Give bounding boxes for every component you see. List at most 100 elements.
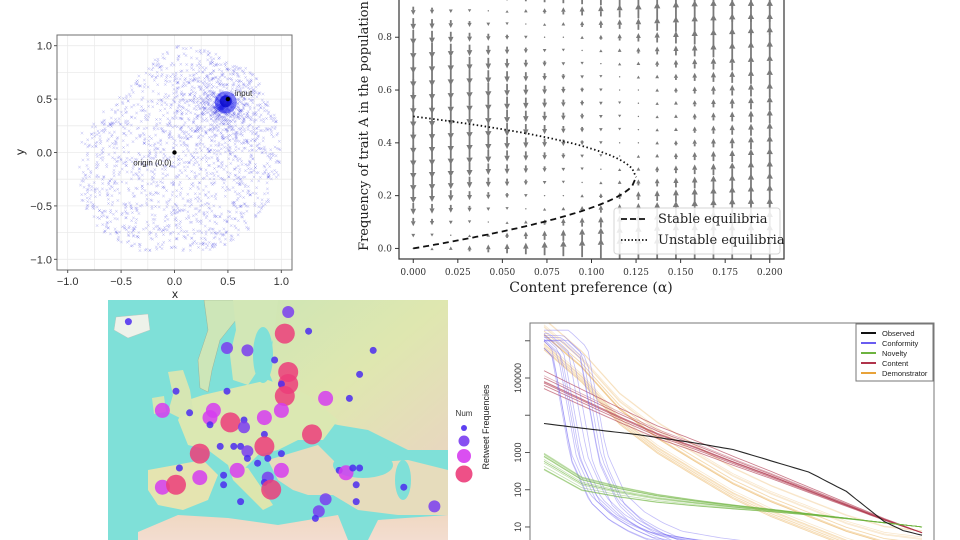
arrow-head (636, 47, 641, 52)
arrow (562, 194, 565, 197)
arrow-head (655, 88, 659, 92)
arrow-head (523, 129, 529, 136)
arrow-head (711, 112, 716, 118)
arrow-head (654, 17, 661, 24)
series-line-content (543, 381, 923, 534)
map-bubble (400, 483, 408, 491)
arrow-head (466, 105, 473, 112)
series-line-novelty (543, 454, 923, 528)
map-bubble (319, 493, 332, 506)
series-line-novelty (543, 469, 923, 528)
arrow-head (599, 75, 603, 78)
legend-stable-label: Stable equilibria (658, 212, 768, 227)
arrow-head (655, 102, 659, 105)
arrow-head (485, 91, 492, 98)
series-line-demonstrator (543, 334, 877, 540)
arrow-head (505, 35, 510, 40)
arrow-head (655, 153, 660, 158)
arrow-head (747, 161, 755, 168)
arrow-head (410, 197, 417, 204)
arrow-head (466, 170, 473, 177)
arrow-head (447, 133, 454, 140)
arrow-head (674, 127, 678, 131)
arrow-head (766, 82, 773, 89)
arrow-head (524, 220, 528, 224)
arrow-head (428, 94, 436, 101)
map-bubble (254, 436, 275, 457)
arrow-head (710, 150, 717, 157)
arrow (637, 102, 640, 104)
arrow (581, 181, 583, 184)
scatter-points (78, 44, 282, 253)
x-tick-label: 0.200 (757, 268, 783, 278)
arrow-head (692, 151, 698, 157)
arrow-head (486, 36, 491, 41)
map-bubble (311, 514, 319, 522)
retweet-legend: ObservedConformityNoveltyContentDemonstr… (855, 323, 934, 382)
arrow-head (729, 70, 736, 77)
arrow-head (504, 130, 511, 137)
series-line-novelty (543, 455, 923, 528)
arrow-head (599, 181, 603, 185)
map-bubble (352, 481, 360, 489)
x-tick-label: 0.025 (445, 268, 471, 278)
map-bubble (243, 454, 251, 462)
arrow-head (429, 23, 435, 29)
arrow (637, 128, 640, 131)
arrow-head (618, 62, 622, 66)
arrow (450, 234, 452, 236)
arrow-head (560, 240, 567, 247)
series-line-novelty (543, 465, 923, 528)
arrow-head (599, 49, 603, 53)
arrow-head (729, 56, 736, 63)
arrow-head (466, 182, 473, 189)
arrow-head (692, 164, 698, 170)
arrow-head (504, 155, 510, 162)
arrow-head (692, 113, 697, 118)
arrow-head (692, 86, 697, 91)
arrow (637, 142, 640, 144)
arrow-head (466, 64, 473, 71)
arrow-head (523, 62, 529, 68)
arrow-head (598, 216, 604, 223)
arrow-head (410, 10, 416, 15)
arrow-head (410, 67, 417, 74)
scatter-cluster-core (219, 95, 232, 108)
arrow-head (561, 180, 565, 184)
arrow-head (524, 9, 528, 13)
arrow-head (428, 134, 436, 141)
series-line-demonstrator (543, 333, 881, 540)
arrow-head (542, 115, 548, 122)
arrow-head (447, 170, 454, 177)
map-bubble (220, 412, 241, 433)
arrow-head (711, 99, 716, 105)
series-line-novelty (543, 453, 923, 528)
arrow-head (561, 115, 566, 121)
arrow-head (729, 137, 735, 144)
arrow-head (766, 122, 773, 129)
y-tick-label: −1.0 (30, 254, 52, 266)
arrow-head (542, 168, 547, 173)
arrow-head (691, 188, 698, 195)
arrow-head (524, 194, 528, 198)
arrow-head (467, 9, 472, 13)
y-tick-label: 0.6 (378, 86, 393, 96)
map-bubble (238, 421, 250, 434)
phase-legend: Stable equilibria Unstable equilibria (613, 207, 785, 255)
arrow-head (636, 154, 641, 158)
arrow-head (578, 239, 586, 246)
legend-bubble (461, 425, 467, 431)
x-tick-label: 1.0 (274, 276, 289, 288)
series-line-conformity (544, 337, 686, 540)
map-bubble (273, 402, 289, 418)
arrow-head (523, 89, 529, 96)
arrow-head (447, 79, 454, 86)
arrow (525, 208, 527, 210)
arrow-head (505, 221, 509, 224)
y-tick-label: 1.0 (37, 41, 52, 53)
arrow-head (523, 155, 529, 161)
x-tick-label: 0.000 (400, 268, 426, 278)
arrow-head (410, 81, 417, 88)
arrow-head (542, 155, 547, 160)
arrow-head (710, 187, 717, 194)
